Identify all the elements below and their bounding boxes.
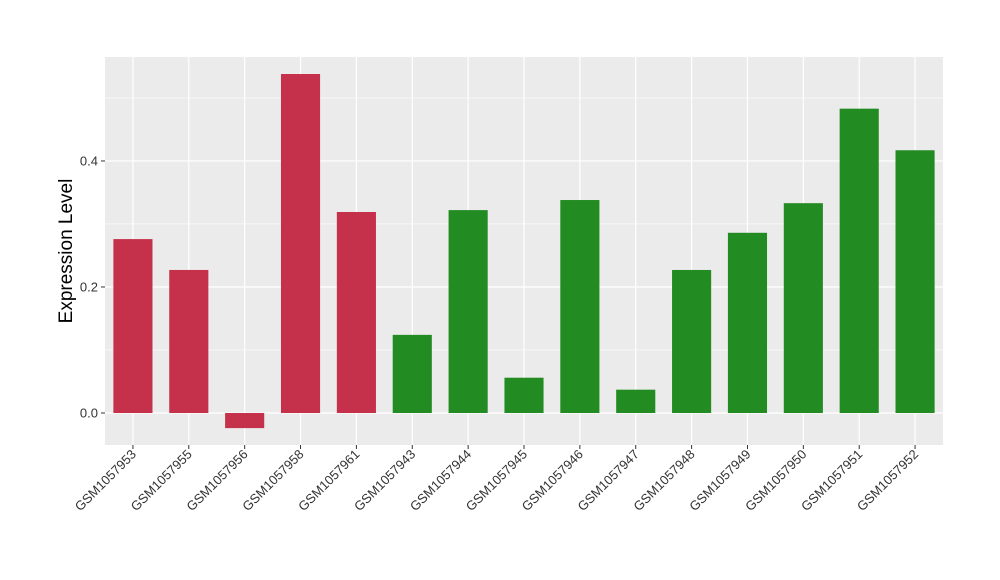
bar bbox=[169, 269, 209, 413]
y-tick-label: 0.4 bbox=[80, 153, 98, 168]
bar bbox=[392, 334, 432, 413]
bar bbox=[280, 74, 321, 413]
bar bbox=[783, 203, 823, 413]
bar bbox=[895, 150, 935, 413]
bar bbox=[839, 108, 879, 413]
y-tick-label: 0.0 bbox=[80, 405, 98, 420]
bar bbox=[727, 232, 768, 413]
bar bbox=[336, 211, 376, 413]
bar bbox=[616, 389, 656, 413]
bar bbox=[504, 377, 544, 413]
bar bbox=[560, 200, 600, 413]
bar bbox=[225, 412, 265, 429]
bar bbox=[672, 269, 712, 413]
bar bbox=[113, 239, 153, 413]
y-tick-label: 0.2 bbox=[80, 279, 98, 294]
y-axis-title: Expression Level bbox=[56, 179, 77, 324]
bar bbox=[448, 210, 488, 413]
